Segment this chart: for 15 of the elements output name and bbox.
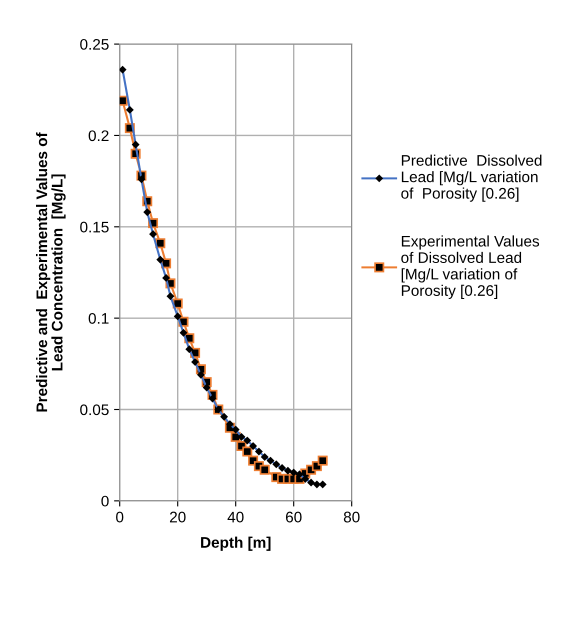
y-tick-label: 0.1 [88,313,109,324]
x-tick-label: 60 [286,512,302,522]
x-tick-label: 20 [170,512,186,522]
x-tick-label: 0 [116,512,124,522]
y-tick-label: 0.05 [80,404,109,416]
x-tick-label: 80 [344,512,360,522]
y-tick-label: 0.25 [80,38,109,50]
y-tick-label: 0.2 [88,130,109,142]
y-tick-label: 0 [101,496,109,507]
legend-label: Predictive Dissolved Lead [Mg/L variation of Porosity [0.26] [401,154,542,202]
x-tick-label: 40 [228,512,244,522]
x-axis-title: Depth [m] [201,536,270,551]
legend-label: Experimental Values of Dissolved Lead [Mg/L variation of Porosity [0.26] [401,235,540,299]
y-axis-title: Predictive and Experimental Values of Lead Concentration [Mg/L] [36,132,66,412]
y-tick-label: 0.15 [80,222,109,232]
